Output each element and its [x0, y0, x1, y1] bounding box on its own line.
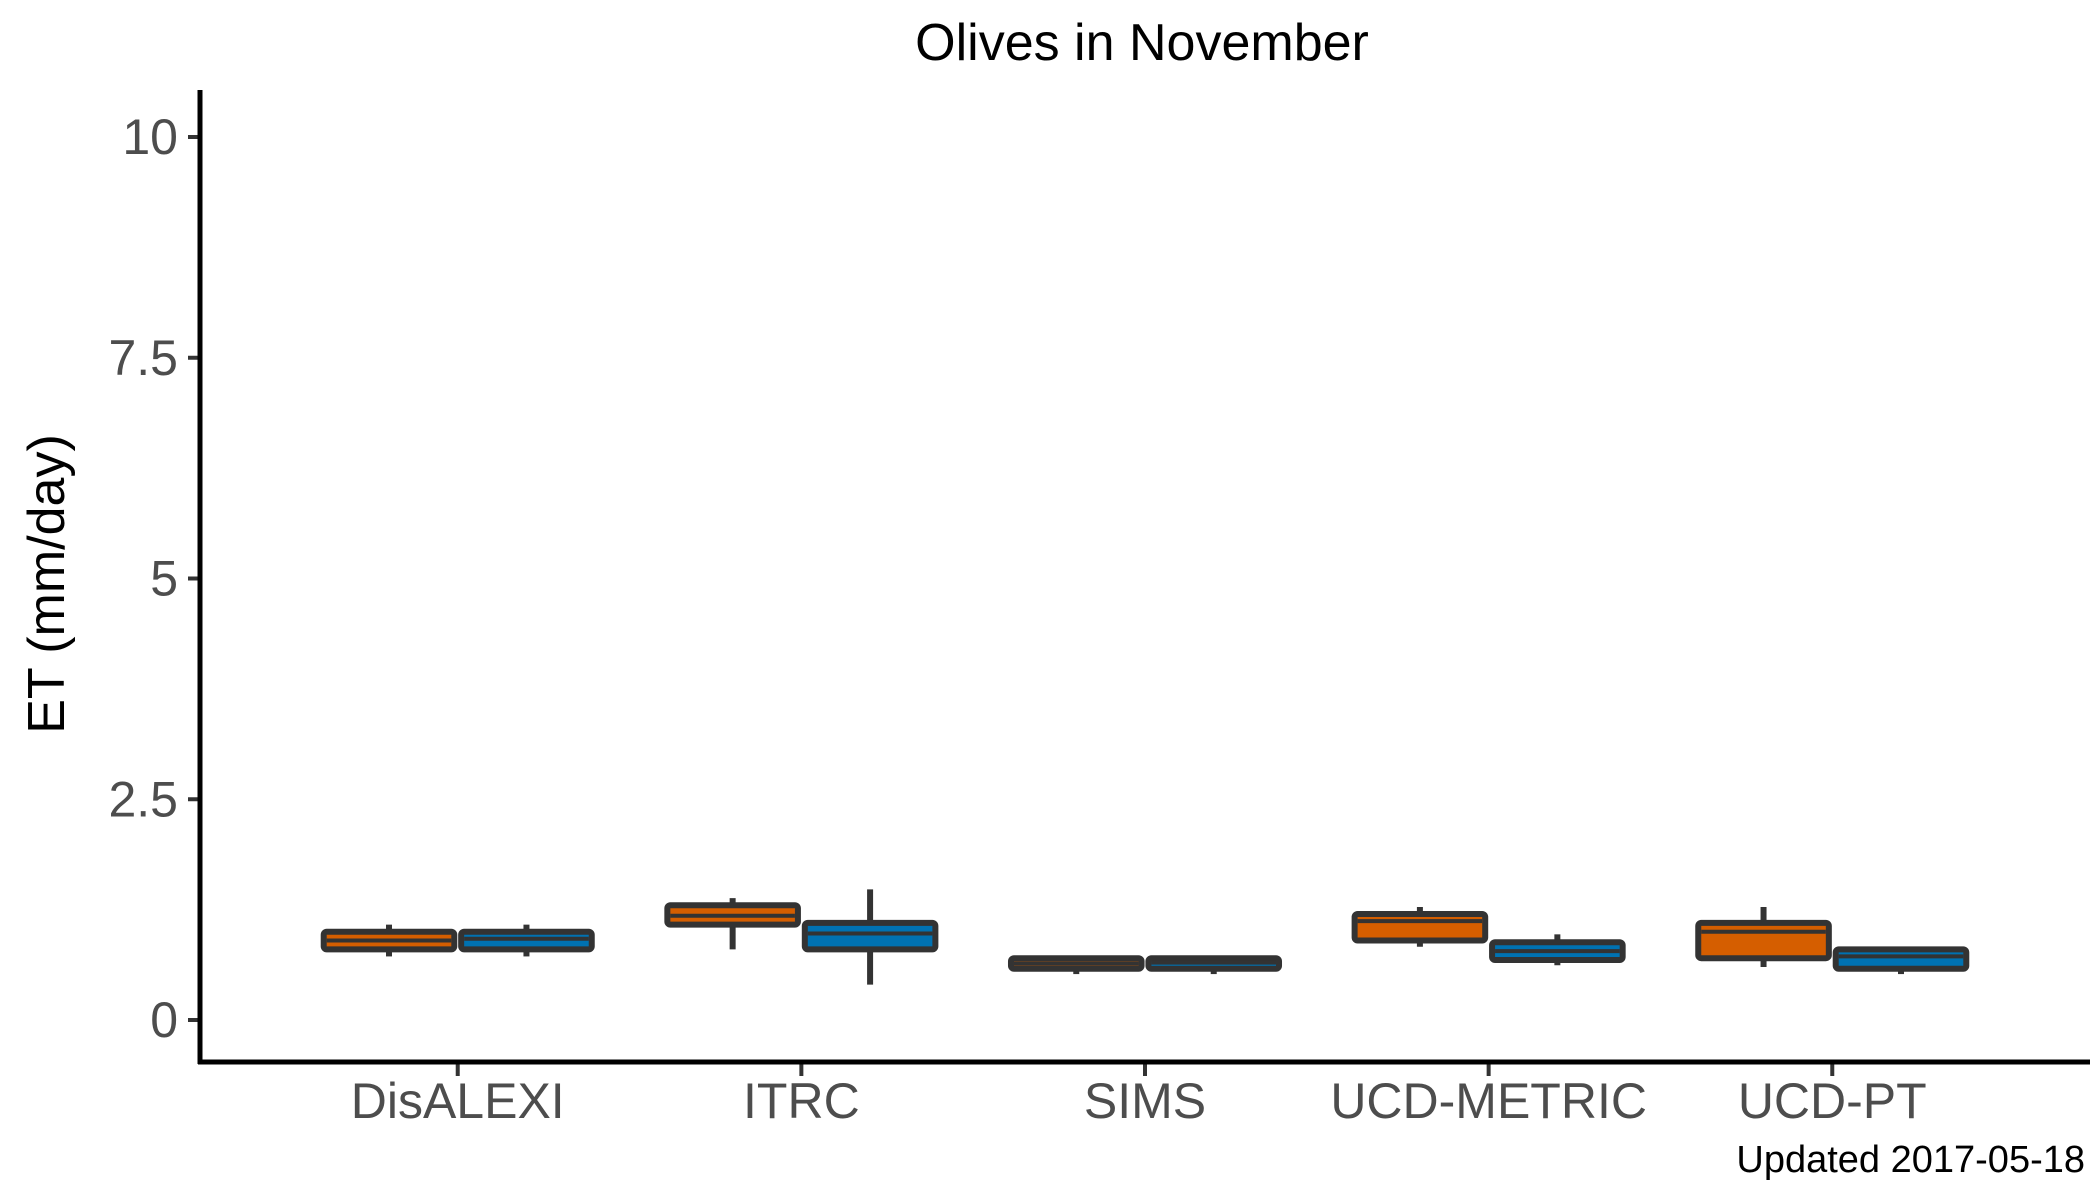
- y-tick-label: 2.5: [108, 771, 178, 827]
- box-body: [1695, 919, 1832, 962]
- box-sims-0: [1007, 955, 1145, 975]
- box-ucd-metric-0: [1351, 906, 1489, 947]
- box-ucd-pt-1: [1832, 946, 1970, 975]
- x-axis-ticks: DisALEXI ITRC SIMS UCD-METRIC UCD-PT: [351, 1064, 1927, 1129]
- box-itrc-1: [801, 889, 939, 985]
- box-body: [1351, 911, 1489, 944]
- box-disalexi-1: [458, 924, 595, 957]
- y-tick-label: 10: [122, 109, 178, 165]
- x-tick-label: SIMS: [1084, 1073, 1206, 1129]
- y-axis-label: ET (mm/day): [18, 434, 76, 734]
- box-itrc-0: [664, 898, 801, 950]
- y-tick-label: 0: [150, 992, 178, 1048]
- y-axis-ticks: 0 2.5 5 7.5 10: [108, 109, 200, 1048]
- x-tick-label: ITRC: [743, 1073, 860, 1129]
- box-ucd-metric-1: [1489, 934, 1626, 966]
- chart-title: Olives in November: [915, 14, 1369, 72]
- x-tick-label: UCD-PT: [1738, 1073, 1927, 1129]
- box-series: [320, 889, 1970, 985]
- y-tick-label: 7.5: [108, 330, 178, 386]
- y-tick-label: 5: [150, 551, 178, 607]
- box-ucd-pt-0: [1695, 906, 1832, 968]
- box-disalexi-0: [320, 924, 458, 957]
- box-sims-1: [1145, 955, 1283, 975]
- box-body: [1832, 946, 1970, 972]
- updated-footnote: Updated 2017-05-18: [1736, 1139, 2085, 1181]
- x-tick-label: UCD-METRIC: [1330, 1073, 1647, 1129]
- box-body: [801, 919, 939, 953]
- x-tick-label: DisALEXI: [351, 1073, 565, 1129]
